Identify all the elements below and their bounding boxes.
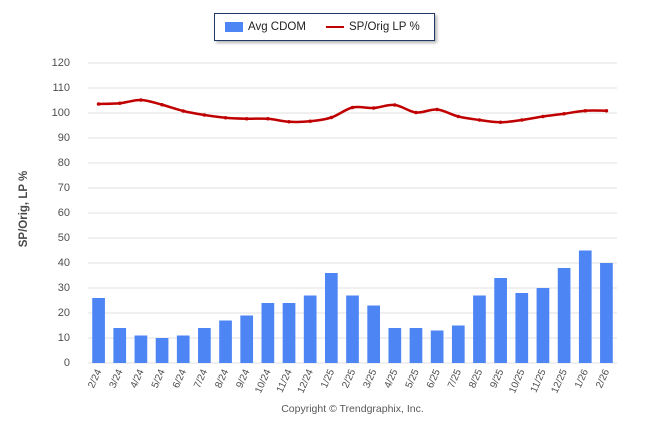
svg-text:70: 70 <box>58 182 70 194</box>
svg-text:50: 50 <box>58 232 70 244</box>
svg-text:120: 120 <box>52 57 70 69</box>
svg-text:110: 110 <box>52 82 70 94</box>
svg-text:60: 60 <box>58 207 70 219</box>
svg-text:90: 90 <box>58 132 70 144</box>
svg-text:40: 40 <box>58 257 70 269</box>
svg-text:80: 80 <box>58 157 70 169</box>
svg-text:100: 100 <box>52 107 70 119</box>
svg-text:10: 10 <box>58 332 70 344</box>
svg-text:0: 0 <box>64 357 70 369</box>
svg-text:20: 20 <box>58 307 70 319</box>
svg-text:30: 30 <box>58 282 70 294</box>
